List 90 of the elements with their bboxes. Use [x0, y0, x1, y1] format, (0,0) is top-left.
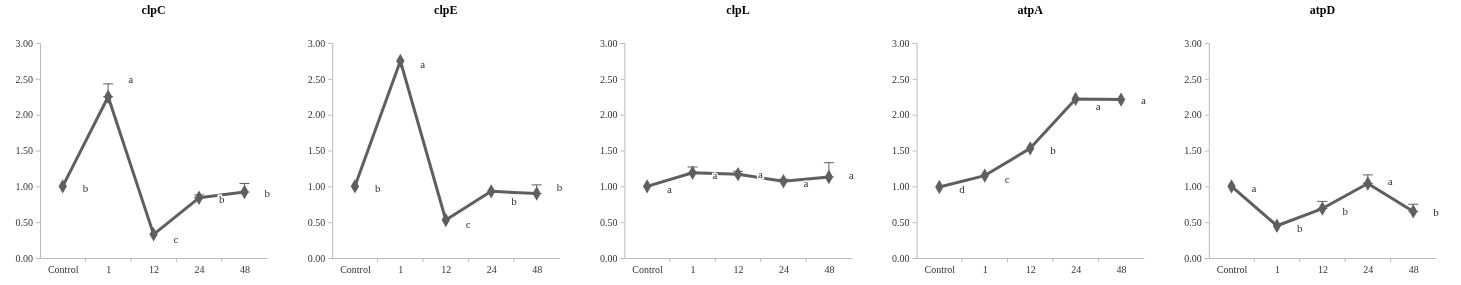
- y-tick-label: 2.50: [1184, 73, 1202, 85]
- x-tick-label: 24: [778, 264, 789, 276]
- x-tick-label: 24: [194, 264, 205, 276]
- y-tick-label: 3.00: [1184, 37, 1202, 49]
- annotation: c: [173, 232, 179, 245]
- y-tick-label: 3.00: [15, 37, 33, 49]
- y-tick-label: 2.50: [307, 73, 326, 85]
- y-tick-label: 2.50: [892, 73, 910, 85]
- chart-title: clpC: [141, 3, 166, 17]
- y-tick-label: 0.50: [307, 216, 326, 228]
- y-tick-label: 1.00: [15, 181, 33, 193]
- annotation: b: [82, 182, 89, 195]
- y-tick-label: 1.50: [892, 145, 910, 157]
- y-tick-label: 1.00: [307, 181, 326, 193]
- x-tick-label: 12: [1025, 264, 1036, 276]
- y-tick-label: 0.00: [15, 252, 33, 264]
- annotation: b: [264, 186, 271, 199]
- x-tick-label: 24: [486, 264, 497, 276]
- annotation: a: [667, 183, 673, 196]
- x-tick-label: 48: [532, 264, 543, 276]
- chart-title: atpA: [1017, 3, 1044, 17]
- annotation: a: [128, 72, 134, 85]
- y-tick-label: 2.50: [15, 73, 33, 85]
- x-tick-label: 12: [733, 264, 744, 276]
- x-tick-label: Control: [340, 264, 371, 276]
- annotation: b: [1296, 221, 1303, 234]
- x-tick-label: 1: [1274, 264, 1280, 276]
- x-tick-label: 1: [106, 264, 112, 276]
- y-tick-label: 1.50: [307, 145, 326, 157]
- x-tick-label: Control: [924, 264, 956, 276]
- y-tick-label: 1.50: [599, 145, 618, 157]
- x-tick-label: Control: [1216, 264, 1248, 276]
- annotation: b: [1342, 204, 1349, 217]
- annotation: a: [803, 177, 809, 190]
- y-tick-label: 2.00: [1184, 109, 1202, 121]
- x-tick-label: 48: [1408, 264, 1419, 276]
- annotation: a: [1141, 94, 1147, 107]
- annotation: b: [374, 182, 381, 195]
- x-tick-label: 1: [690, 264, 696, 276]
- y-tick-label: 0.00: [1184, 252, 1202, 264]
- annotation: a: [1251, 181, 1257, 194]
- annotation: a: [420, 58, 426, 71]
- y-tick-label: 0.00: [892, 252, 910, 264]
- y-tick-label: 2.50: [599, 73, 618, 85]
- y-tick-label: 2.00: [892, 109, 910, 121]
- x-tick-label: 12: [149, 264, 160, 276]
- x-tick-label: 24: [1071, 264, 1082, 276]
- x-tick-label: 48: [239, 264, 250, 276]
- y-tick-label: 0.50: [892, 216, 910, 228]
- annotation: b: [1050, 144, 1057, 157]
- x-tick-label: 1: [398, 264, 404, 276]
- chart-title: clpL: [726, 3, 750, 17]
- y-tick-label: 3.00: [892, 37, 910, 49]
- y-tick-label: 0.00: [599, 252, 618, 264]
- y-tick-label: 0.00: [307, 252, 326, 264]
- y-tick-label: 2.00: [307, 109, 326, 121]
- y-tick-label: 3.00: [599, 37, 618, 49]
- annotation: c: [465, 218, 471, 231]
- chart-title: atpD: [1309, 3, 1336, 17]
- y-tick-label: 0.50: [1184, 216, 1202, 228]
- y-tick-label: 0.50: [599, 216, 618, 228]
- y-tick-label: 3.00: [307, 37, 326, 49]
- y-tick-label: 1.00: [1184, 181, 1202, 193]
- x-tick-label: 12: [1317, 264, 1328, 276]
- y-tick-label: 2.00: [15, 109, 33, 121]
- annotation: a: [848, 169, 854, 182]
- annotation: a: [758, 168, 763, 180]
- y-tick-label: 1.00: [599, 181, 618, 193]
- annotation: a: [712, 168, 718, 181]
- x-tick-label: Control: [632, 264, 664, 276]
- x-tick-label: 48: [1116, 264, 1127, 276]
- annotation: a: [1387, 175, 1393, 188]
- x-tick-label: 12: [441, 264, 452, 276]
- x-tick-label: 24: [1363, 264, 1374, 276]
- annotation: d: [959, 183, 966, 196]
- x-tick-label: 48: [824, 264, 835, 276]
- y-tick-label: 1.00: [892, 181, 910, 193]
- annotation: b: [556, 180, 563, 193]
- y-tick-label: 1.50: [1184, 145, 1202, 157]
- y-tick-label: 0.50: [15, 216, 33, 228]
- y-tick-label: 1.50: [15, 145, 33, 157]
- annotation: a: [1095, 99, 1101, 112]
- annotation: b: [511, 194, 518, 207]
- x-tick-label: 1: [982, 264, 988, 276]
- x-tick-label: Control: [47, 264, 79, 276]
- annotation: b: [219, 193, 226, 206]
- chart-title: clpE: [434, 3, 458, 17]
- annotation: b: [1433, 205, 1440, 218]
- y-tick-label: 2.00: [599, 109, 618, 121]
- annotation: c: [1004, 173, 1010, 186]
